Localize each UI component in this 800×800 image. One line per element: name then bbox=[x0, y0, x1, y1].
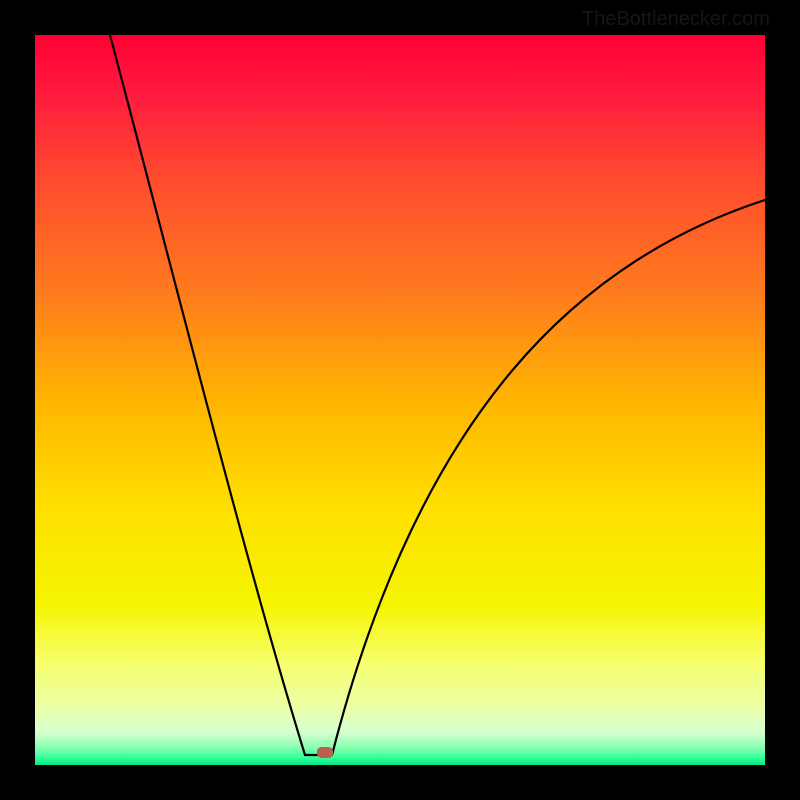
minimum-marker bbox=[317, 747, 333, 758]
watermark-text: TheBottlenecker.com bbox=[582, 8, 770, 31]
chart-canvas: TheBottlenecker.com bbox=[0, 0, 800, 800]
plot-area bbox=[35, 35, 765, 765]
